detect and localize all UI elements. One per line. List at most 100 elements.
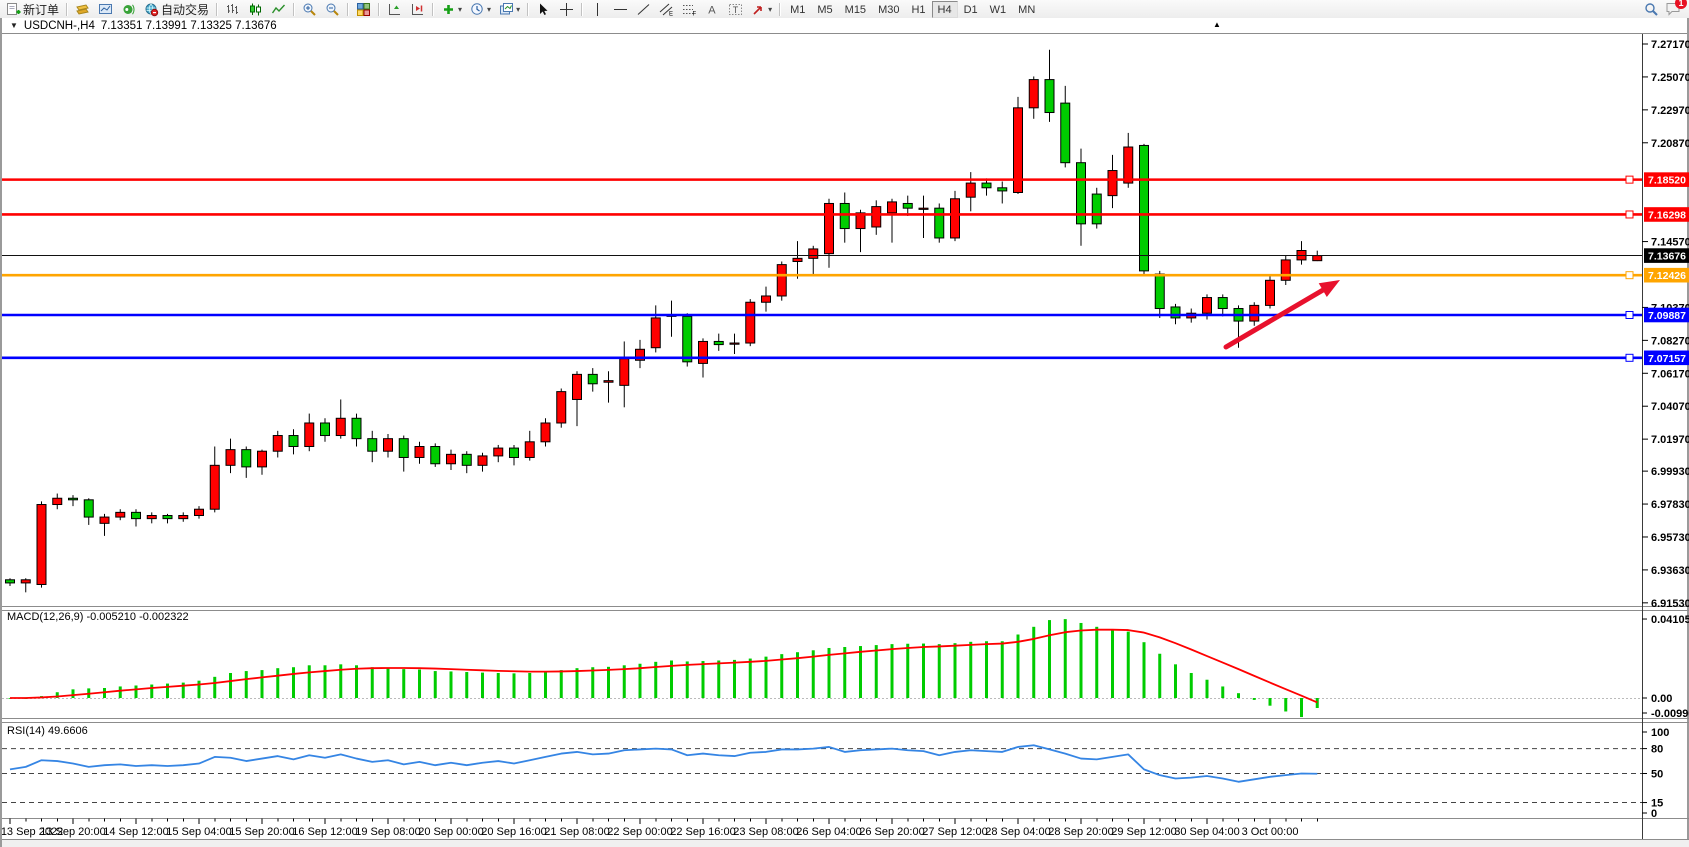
svg-text:T: T (733, 5, 739, 15)
equidistant-channel-button[interactable]: E (655, 1, 678, 19)
chevron-down-icon: ▾ (768, 4, 773, 14)
toolbar-separator (293, 3, 296, 16)
equidistant-channel-icon: E (659, 3, 673, 18)
text-icon: A (708, 5, 716, 17)
svg-text:26 Sep 20:00: 26 Sep 20:00 (859, 826, 924, 838)
line-chart-button[interactable] (267, 1, 290, 19)
auto-trading-button[interactable]: 自动交易 (140, 1, 213, 19)
svg-text:7.12426: 7.12426 (1648, 270, 1686, 282)
new-order-label: 新订单 (23, 3, 60, 17)
chart-title-ohlc: 7.13351 7.13991 7.13325 7.13676 (100, 19, 277, 32)
text-label-button[interactable]: T (724, 1, 747, 19)
timeframe-button-m5[interactable]: M5 (817, 3, 833, 16)
svg-text:19 Sep 08:00: 19 Sep 08:00 (355, 826, 420, 838)
svg-text:30 Sep 04:00: 30 Sep 04:00 (1174, 826, 1239, 838)
svg-text:6.95730: 6.95730 (1651, 532, 1689, 544)
new-chart-icon (99, 4, 113, 14)
svg-text:100: 100 (1651, 727, 1669, 739)
trendline-button[interactable] (632, 1, 655, 19)
svg-text:22 Sep 16:00: 22 Sep 16:00 (670, 826, 735, 838)
svg-text:50: 50 (1651, 769, 1663, 781)
auto-scroll-button[interactable] (383, 1, 406, 19)
svg-text:0: 0 (1651, 808, 1657, 820)
timeframe-button-h4[interactable]: H4 (931, 1, 958, 18)
toolbar-separator (527, 3, 530, 16)
chart-shift-button[interactable] (406, 1, 429, 19)
timeframe-group: M1 M5 M15 M30 H1 H4 D1 W1 MN (784, 1, 1041, 18)
chart-window: ▼ USDCNH-,H4 7.13351 7.13991 7.13325 7.1… (0, 18, 1689, 847)
add-indicator-icon (444, 5, 454, 14)
timeframe-button-m15[interactable]: M15 (844, 3, 867, 16)
indicators-window-button[interactable] (71, 1, 94, 19)
macd-pane: 0.04105 0.00 -0.009908 (2, 614, 1689, 720)
svg-text:7.01970: 7.01970 (1651, 434, 1689, 446)
svg-text:-0.009908: -0.009908 (1651, 708, 1689, 720)
text-button[interactable]: A (701, 1, 724, 19)
chart-title-symbol: USDCNH-,H4 (23, 19, 95, 32)
new-chart-button[interactable] (94, 1, 117, 19)
tile-windows-icon (357, 3, 371, 16)
chevron-down-icon: ▾ (458, 4, 463, 14)
chart-body: 7.271707.250707.229707.208707.145707.103… (2, 34, 1689, 847)
bar-chart-button[interactable] (221, 1, 244, 19)
candlestick-chart-icon (250, 3, 262, 16)
toolbar-separator (216, 3, 219, 16)
svg-text:7.07157: 7.07157 (1648, 353, 1686, 365)
svg-text:E: E (669, 12, 673, 18)
template-button[interactable]: ▾ (495, 1, 524, 19)
market-watch-icon (123, 4, 135, 15)
notification-badge: 1 (1675, 0, 1687, 9)
chart-titlebar[interactable]: ▼ USDCNH-,H4 7.13351 7.13991 7.13325 7.1… (2, 18, 1687, 34)
toolbar-separator (581, 3, 584, 16)
add-indicator-button[interactable]: ▾ (437, 1, 466, 19)
search-symbol-icon[interactable] (1644, 2, 1659, 17)
vertical-line-button[interactable] (586, 1, 609, 19)
new-order-button[interactable]: 新订单 (2, 1, 63, 19)
zoom-in-button[interactable] (298, 1, 321, 19)
timeframe-button-m1[interactable]: M1 (790, 3, 806, 16)
timeframe-button-m30[interactable]: M30 (878, 3, 900, 16)
horizontal-line-button[interactable] (609, 1, 632, 19)
timeframe-button-mn[interactable]: MN (1018, 3, 1036, 16)
svg-text:6.99930: 6.99930 (1651, 466, 1689, 478)
auto-trading-label: 自动交易 (161, 3, 210, 17)
candlestick-chart-button[interactable] (244, 1, 267, 19)
svg-text:6.93630: 6.93630 (1651, 565, 1689, 577)
template-icon (500, 3, 514, 15)
svg-text:21 Sep 08:00: 21 Sep 08:00 (544, 826, 609, 838)
toolbar-separator (432, 3, 435, 16)
svg-text:26 Sep 04:00: 26 Sep 04:00 (796, 826, 861, 838)
bar-chart-icon (227, 4, 239, 14)
svg-text:7.16298: 7.16298 (1648, 209, 1686, 221)
price-chart[interactable]: 7.271707.250707.229707.208707.145707.103… (2, 34, 1689, 847)
timeframe-button-w1[interactable]: W1 (989, 3, 1007, 16)
svg-text:22 Sep 00:00: 22 Sep 00:00 (607, 826, 672, 838)
chart-shift-icon (412, 4, 424, 15)
svg-text:23 Sep 08:00: 23 Sep 08:00 (733, 826, 798, 838)
svg-text:3 Oct 00:00: 3 Oct 00:00 (1242, 826, 1299, 838)
market-watch-button[interactable] (117, 1, 140, 19)
fibonacci-button[interactable]: F (678, 1, 701, 19)
svg-text:7.14570: 7.14570 (1651, 237, 1689, 249)
svg-text:7.04070: 7.04070 (1651, 401, 1689, 413)
main-toolbar: 新订单 自动交易 (0, 0, 1689, 19)
timeframe-button-h1[interactable]: H1 (911, 3, 926, 16)
svg-text:80: 80 (1651, 744, 1663, 756)
timeframe-button-d1[interactable]: D1 (963, 3, 978, 16)
period-button[interactable]: ▾ (466, 1, 495, 19)
pane-borders (2, 34, 1689, 847)
svg-text:13 Sep 20:00: 13 Sep 20:00 (40, 826, 105, 838)
tile-windows-button[interactable] (352, 1, 375, 19)
toolbar-separator (378, 3, 381, 16)
arrows-button[interactable]: ▾ (747, 1, 776, 19)
crosshair-button[interactable] (555, 1, 578, 19)
toolbar-separator (779, 3, 782, 16)
notifications-button[interactable]: 1 (1665, 0, 1687, 19)
svg-text:6.91530: 6.91530 (1651, 598, 1689, 610)
zoom-out-button[interactable] (321, 1, 344, 19)
cursor-button[interactable] (532, 1, 555, 19)
svg-text:20 Sep 16:00: 20 Sep 16:00 (481, 826, 546, 838)
level-lines: 7.18520 7.16298 7.12426 7.09887 7.07157 7.136… (2, 172, 1689, 366)
new-order-icon (7, 3, 21, 15)
svg-text:13 Sep 2022: 13 Sep 2022 (2, 826, 63, 838)
